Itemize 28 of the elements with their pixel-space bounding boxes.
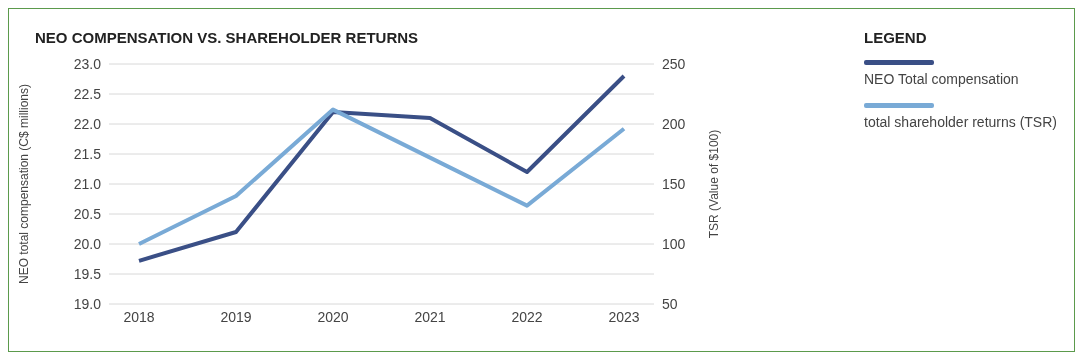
x-tick-label: 2018: [123, 308, 155, 325]
y-axis-title: NEO total compensation (C$ millions): [17, 83, 32, 285]
x-tick-label: 2020: [317, 308, 349, 325]
legend-title: LEGEND: [864, 29, 928, 46]
line-series: [137, 74, 626, 263]
y-tick-label: 19.5: [73, 265, 102, 282]
x-tick-label: 2023: [608, 308, 640, 325]
x-tick-label: 2022: [511, 308, 543, 325]
y2-tick-label: 150: [662, 175, 686, 192]
y-tick-label: 20.0: [73, 235, 102, 252]
y2-tick-label: 100: [662, 235, 686, 252]
y2-tick-label: 200: [662, 115, 686, 132]
x-tick-label: 2021: [414, 308, 446, 325]
chart-title: NEO COMPENSATION VS. SHAREHOLDER RETURNS: [35, 29, 419, 46]
y2-axis-title: TSR (Value of $100): [707, 129, 722, 239]
y-tick-label: 19.0: [73, 295, 102, 312]
y-tick-label: 22.5: [73, 85, 102, 102]
x-tick-label: 2019: [220, 308, 252, 325]
line-series: [137, 107, 626, 246]
y-tick-label: 21.0: [73, 175, 102, 192]
legend-label: total shareholder returns (TSR): [864, 113, 1058, 132]
y-tick-label: 21.5: [73, 145, 102, 162]
y2-tick-label: 250: [662, 55, 686, 72]
y-tick-label: 22.0: [73, 115, 102, 132]
y-tick-label: 23.0: [73, 55, 102, 72]
y-tick-label: 20.5: [73, 205, 102, 222]
legend-label: NEO Total compensation: [864, 70, 1020, 89]
y2-tick-label: 50: [662, 295, 678, 312]
